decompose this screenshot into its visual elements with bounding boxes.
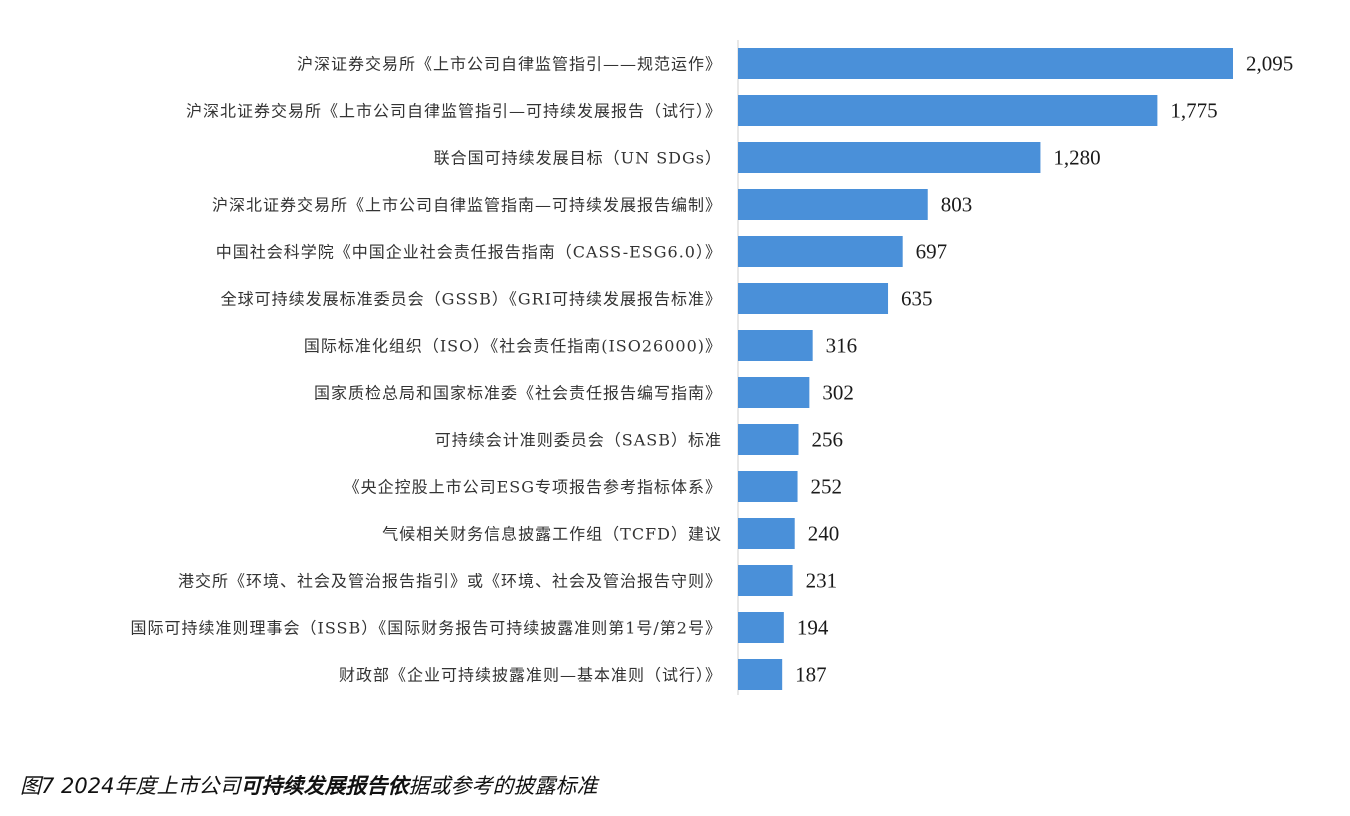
category-label: 国际可持续准则理事会（ISSB）《国际财务报告可持续披露准则第1号/第2号》 [131, 619, 722, 638]
bar [738, 48, 1233, 79]
category-label: 全球可持续发展标准委员会（GSSB）《GRI可持续发展报告标准》 [221, 290, 722, 309]
category-label: 气候相关财务信息披露工作组（TCFD）建议 [382, 525, 722, 544]
bar [738, 471, 798, 502]
figure-caption: 图7 2024年度上市公司可持续发展报告依据或参考的披露标准 [20, 770, 597, 800]
category-label: 国际标准化组织（ISO）《社会责任指南(ISO26000)》 [304, 337, 722, 356]
value-label: 187 [795, 663, 827, 687]
value-label: 240 [808, 522, 840, 546]
bar [738, 95, 1158, 126]
value-label: 1,280 [1053, 146, 1100, 170]
value-label: 2,095 [1246, 52, 1293, 76]
bar [738, 283, 889, 314]
bar [738, 612, 784, 643]
bar-chart: 沪深证券交易所《上市公司自律监管指引——规范运作》沪深北证券交易所《上市公司自律… [131, 40, 1293, 695]
value-label: 231 [806, 569, 838, 593]
category-label: 沪深证券交易所《上市公司自律监管指引——规范运作》 [297, 55, 722, 74]
category-label: 《央企控股上市公司ESG专项报告参考指标体系》 [344, 478, 722, 497]
bar [738, 236, 903, 267]
value-labels-group: 2,095 1,775 1,280 803 697 635 316 302 256 252 240 2… [795, 52, 1293, 687]
value-label: 697 [916, 240, 948, 264]
category-label: 沪深北证券交易所《上市公司自律监管指南—可持续发展报告编制》 [212, 196, 722, 215]
category-label: 国家质检总局和国家标准委《社会责任报告编写指南》 [314, 384, 722, 403]
value-label: 635 [901, 287, 933, 311]
bar [738, 424, 799, 455]
bar [738, 189, 928, 220]
category-label: 财政部《企业可持续披露准则—基本准则（试行）》 [339, 666, 722, 685]
caption-bold: 可持续发展报告依 [240, 774, 409, 798]
value-label: 1,775 [1170, 99, 1217, 123]
value-label: 194 [797, 616, 829, 640]
category-label: 可持续会计准则委员会（SASB）标准 [435, 431, 722, 450]
bar [738, 565, 793, 596]
bar [738, 518, 795, 549]
category-labels-group: 沪深证券交易所《上市公司自律监管指引——规范运作》沪深北证券交易所《上市公司自律… [131, 55, 722, 685]
bar [738, 330, 813, 361]
category-label: 联合国可持续发展目标（UN SDGs） [434, 149, 722, 168]
bar [738, 659, 783, 690]
value-label: 316 [826, 334, 858, 358]
bar [738, 142, 1041, 173]
bar [738, 377, 810, 408]
caption-prefix: 图7 2024年度上市公司 [20, 774, 241, 798]
value-label: 256 [811, 428, 843, 452]
category-label: 沪深北证券交易所《上市公司自律监管指引—可持续发展报告（试行）》 [186, 102, 722, 121]
value-label: 803 [941, 193, 973, 217]
value-label: 252 [811, 475, 843, 499]
chart-canvas: 沪深证券交易所《上市公司自律监管指引——规范运作》沪深北证券交易所《上市公司自律… [131, 40, 1293, 695]
value-label: 302 [822, 381, 854, 405]
category-label: 中国社会科学院《中国企业社会责任报告指南（CASS-ESG6.0）》 [216, 243, 722, 262]
bars-group [738, 48, 1233, 690]
category-label: 港交所《环境、社会及管治报告指引》或《环境、社会及管治报告守则》 [178, 572, 722, 591]
caption-suffix: 据或参考的披露标准 [408, 774, 598, 798]
